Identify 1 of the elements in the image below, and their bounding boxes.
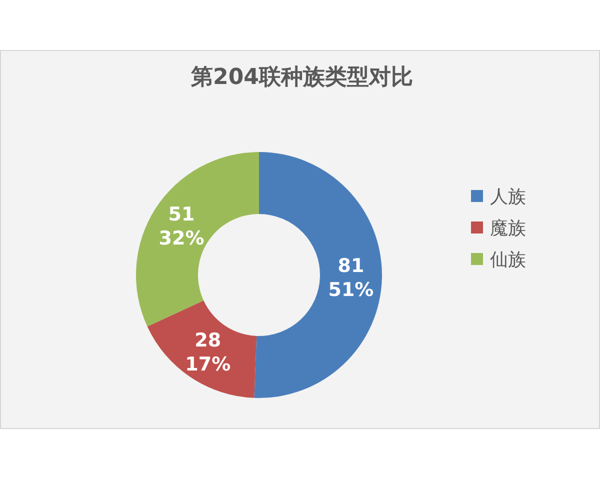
title: 第204联种族类型对比: [191, 65, 413, 90]
